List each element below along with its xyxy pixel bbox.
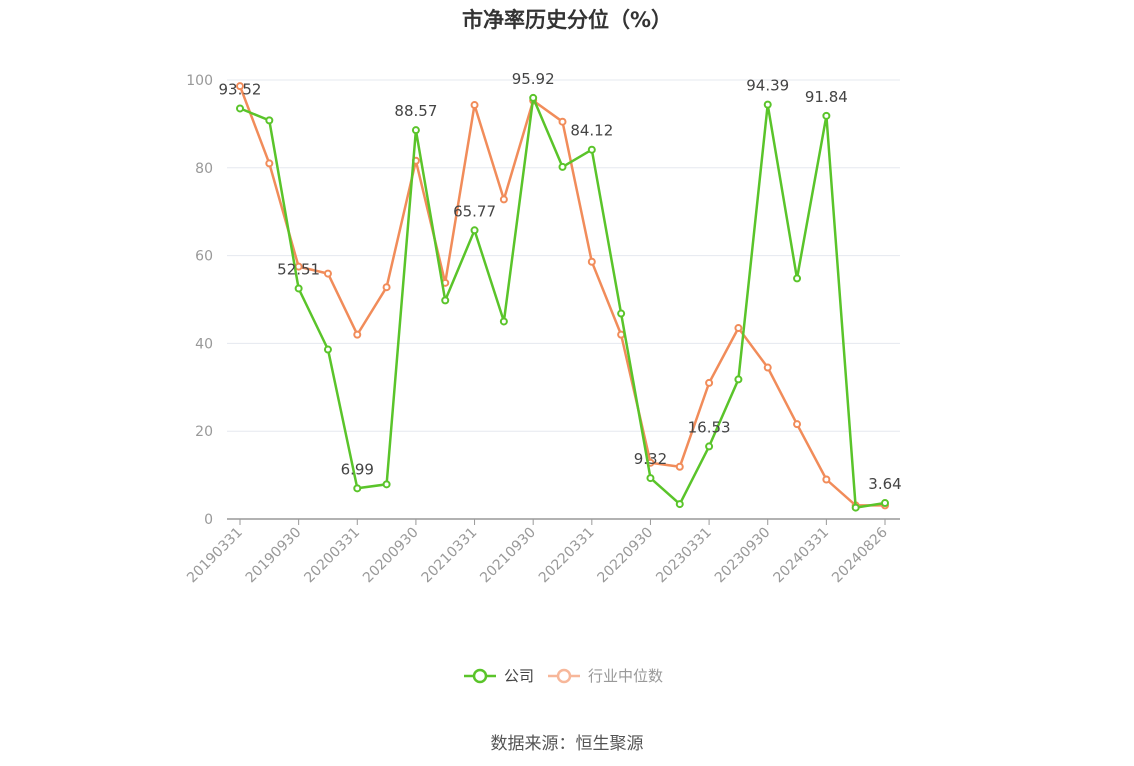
data-point[interactable]: [499, 195, 508, 204]
data-point[interactable]: [705, 442, 714, 451]
data-point[interactable]: [734, 375, 743, 384]
data-label: 6.99: [341, 460, 374, 478]
x-tick-label: 20230930: [712, 525, 774, 587]
data-point[interactable]: [763, 363, 772, 372]
data-point[interactable]: [236, 82, 244, 91]
data-label: 93.52: [219, 80, 262, 98]
x-tick-label: 20240826: [829, 524, 891, 586]
data-point[interactable]: [382, 480, 391, 489]
y-tick-label: 100: [186, 73, 213, 89]
data-labels: 93.52 52.51 6.99 88.57 65.77 95.92 84.12 9.32 16…: [219, 70, 902, 493]
data-label: 88.57: [394, 102, 437, 120]
data-point[interactable]: [353, 330, 362, 339]
data-point[interactable]: [793, 274, 802, 283]
legend-label: 行业中位数: [588, 667, 663, 685]
data-label: 52.51: [277, 260, 320, 278]
series-line-industry: [238, 85, 885, 507]
axes: 0 20 40 60 80 100 2019033120190930202003312020…: [184, 73, 900, 586]
data-point[interactable]: [411, 126, 420, 135]
x-tick-label: 20190331: [184, 525, 246, 587]
data-point[interactable]: [323, 269, 332, 278]
data-point[interactable]: [705, 378, 714, 387]
x-tick-label: 20210331: [419, 525, 481, 587]
data-point[interactable]: [558, 117, 567, 126]
data-point[interactable]: [353, 484, 362, 493]
data-label: 84.12: [570, 122, 613, 140]
x-tick-label: 20210930: [477, 525, 539, 587]
data-label: 94.39: [746, 77, 789, 95]
series-line-company: [239, 96, 886, 509]
data-label: 3.64: [868, 475, 901, 493]
y-tick-label: 40: [195, 336, 213, 352]
data-point[interactable]: [763, 100, 772, 109]
grid-lines: [227, 79, 900, 432]
x-tick-label: 20190930: [243, 525, 305, 587]
data-point[interactable]: [294, 284, 303, 293]
data-label: 65.77: [453, 202, 496, 220]
y-tick-label: 20: [195, 424, 213, 440]
data-point[interactable]: [587, 257, 596, 266]
legend-marker-icon: [472, 668, 488, 684]
data-label: 91.84: [805, 88, 848, 106]
data-point[interactable]: [323, 345, 332, 354]
legend-marker-icon: [556, 668, 572, 684]
data-point[interactable]: [470, 101, 479, 110]
data-point[interactable]: [675, 462, 684, 471]
legend[interactable]: 公司 行业中位数: [464, 667, 663, 685]
data-point[interactable]: [793, 420, 802, 429]
x-tick-label: 20200331: [301, 525, 363, 587]
x-tick-label: 20230331: [653, 525, 715, 587]
data-point[interactable]: [617, 309, 626, 318]
data-point[interactable]: [236, 104, 244, 113]
data-label: 9.32: [634, 450, 667, 468]
data-point[interactable]: [470, 226, 479, 235]
data-point[interactable]: [529, 93, 538, 102]
data-point[interactable]: [881, 499, 889, 508]
x-tick-label: 20220930: [595, 525, 657, 587]
y-tick-label: 0: [204, 512, 213, 528]
data-point[interactable]: [822, 475, 831, 484]
data-label: 95.92: [512, 70, 555, 88]
x-tick-label: 20200930: [360, 525, 422, 587]
legend-item-industry[interactable]: 行业中位数: [548, 667, 663, 685]
data-point[interactable]: [675, 500, 684, 509]
y-tick-label: 60: [195, 249, 213, 265]
chart-title: 市净率历史分位（%）: [461, 8, 673, 32]
data-point[interactable]: [558, 162, 567, 171]
data-point[interactable]: [851, 503, 860, 512]
series-lines: [236, 82, 889, 512]
y-tick-label: 80: [195, 161, 213, 177]
data-point[interactable]: [499, 317, 508, 326]
x-tick-label: 20240331: [770, 525, 832, 587]
legend-label: 公司: [504, 667, 534, 685]
source-note: 数据来源：恒生聚源: [490, 734, 644, 754]
data-label: 16.53: [688, 418, 731, 436]
data-point[interactable]: [646, 474, 655, 483]
data-point[interactable]: [822, 111, 831, 120]
data-point[interactable]: [441, 296, 450, 305]
data-point[interactable]: [734, 324, 743, 333]
x-tick-label: 20220331: [536, 525, 598, 587]
legend-item-company[interactable]: 公司: [464, 667, 534, 685]
data-point[interactable]: [265, 116, 274, 125]
data-point[interactable]: [265, 159, 274, 168]
data-point[interactable]: [382, 283, 391, 292]
data-point[interactable]: [587, 145, 596, 154]
